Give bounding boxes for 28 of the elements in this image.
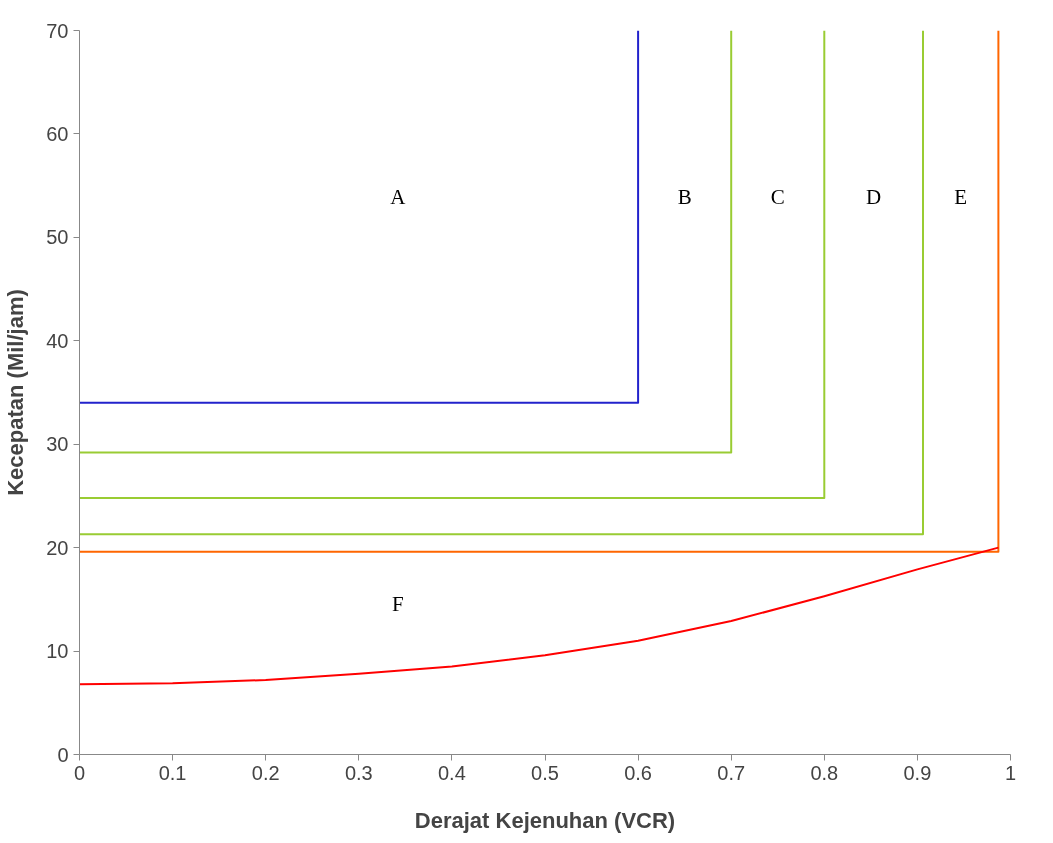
annotation: D xyxy=(866,185,882,210)
y-tick-label: 10 xyxy=(46,640,69,663)
y-tick-label: 20 xyxy=(46,536,69,559)
y-axis-title: Kecepatan (Mil/jam) xyxy=(3,289,29,496)
x-tick-label: 0.7 xyxy=(717,761,746,784)
x-tick-label: 0.9 xyxy=(903,761,932,784)
y-tick-label: 50 xyxy=(46,226,69,249)
x-tick-label: 0.3 xyxy=(344,761,373,784)
y-tick-label: 60 xyxy=(46,122,69,145)
x-tick-label: 0.8 xyxy=(810,761,839,784)
x-tick-label: 0.6 xyxy=(624,761,653,784)
line-series xyxy=(79,546,1000,686)
x-axis-title: Derajat Kejenuhan (VCR) xyxy=(414,807,676,833)
annotation: E xyxy=(954,185,968,210)
annotation: A xyxy=(390,185,407,210)
y-tick-label: 0 xyxy=(57,743,69,766)
annotation: B xyxy=(677,185,692,210)
annotation: C xyxy=(770,185,785,210)
y-tick-label: 40 xyxy=(46,329,69,352)
y-tick-label: 70 xyxy=(46,19,69,42)
x-tick-label: 1 xyxy=(1004,761,1017,784)
annotation: F xyxy=(392,592,404,617)
x-tick-label: 0.5 xyxy=(531,761,559,784)
y-tick-label: 30 xyxy=(46,433,69,456)
x-tick-label: 0.2 xyxy=(251,761,280,784)
x-tick-label: 0.4 xyxy=(438,761,466,784)
x-tick-label: 0 xyxy=(73,761,86,784)
x-tick-label: 0.1 xyxy=(158,761,187,784)
